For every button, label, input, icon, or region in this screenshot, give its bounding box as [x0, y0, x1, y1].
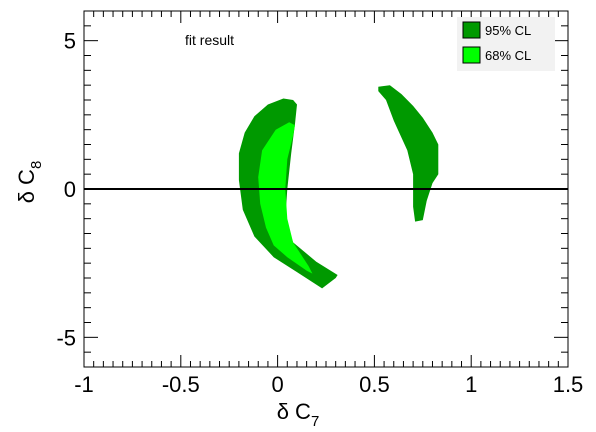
- legend-swatch: [462, 21, 481, 39]
- fit-result-annotation: fit result: [185, 32, 234, 48]
- y-axis-label-main: δ C: [14, 169, 39, 203]
- legend-swatch: [462, 46, 481, 64]
- region-68cl-1: [258, 122, 313, 274]
- y-axis-label-subscript: 8: [28, 161, 45, 169]
- legend-label: 68% CL: [485, 48, 531, 63]
- confidence-regions: [238, 85, 439, 289]
- x-tick-label: -0.5: [162, 372, 200, 397]
- x-axis-label-main: δ C: [277, 399, 311, 424]
- x-axis-label-subscript: 7: [311, 413, 319, 430]
- region-95cl-2: [378, 85, 439, 222]
- legend-label: 95% CL: [485, 23, 531, 38]
- x-axis-label: δ C7: [277, 399, 320, 430]
- x-tick-label: 0.5: [359, 372, 390, 397]
- x-tick-label: 1.5: [553, 372, 584, 397]
- y-tick-label: 5: [64, 29, 76, 54]
- x-tick-label: -1: [74, 372, 94, 397]
- y-tick-label: 0: [64, 177, 76, 202]
- y-axis-label: δ C8: [14, 161, 45, 204]
- axis-ticks: [83, 10, 569, 368]
- region-95cl-1: [238, 98, 338, 289]
- y-tick-label: -5: [56, 325, 76, 350]
- x-tick-label: 0: [271, 372, 283, 397]
- tick-labels: -1 -0.5 0 0.5 1 1.5 -5 0 5: [56, 29, 583, 397]
- x-tick-label: 1: [465, 372, 477, 397]
- legend: 95% CL 68% CL: [457, 17, 555, 71]
